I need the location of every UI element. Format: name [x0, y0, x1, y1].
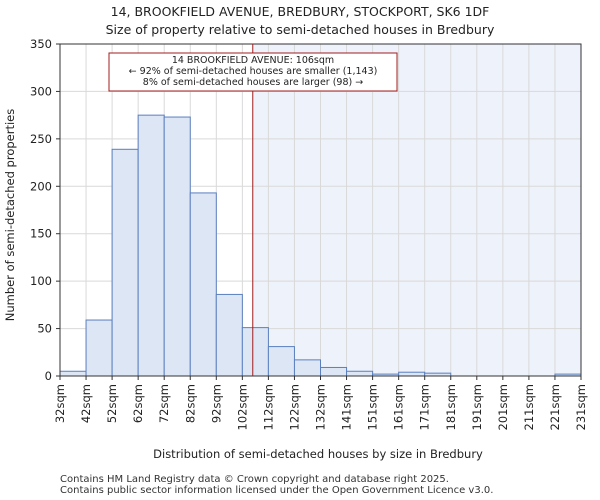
x-tick-label: 122sqm [287, 384, 301, 430]
histogram-bar [215, 293, 243, 377]
x-tick-label: 161sqm [392, 384, 406, 430]
larger-region-shade [252, 44, 581, 376]
histogram-bar [241, 327, 269, 377]
x-tick-label: 92sqm [209, 384, 223, 423]
x-axis-label: Distribution of semi-detached houses by … [153, 447, 483, 461]
x-tick-label: 132sqm [314, 384, 328, 430]
x-tick-label: 42sqm [79, 384, 93, 423]
y-tick-label: 350 [30, 37, 52, 51]
y-tick-label: 250 [30, 132, 52, 146]
y-axis-label: Number of semi-detached properties [3, 109, 17, 321]
histogram-bar [398, 371, 426, 377]
footer-line-2: Contains public sector information licen… [60, 485, 494, 496]
x-tick-label: 191sqm [470, 384, 484, 430]
x-tick-label: 171sqm [418, 384, 432, 430]
x-tick-label: 72sqm [157, 384, 171, 423]
x-tick-label: 231sqm [574, 384, 588, 430]
x-tick-label: 62sqm [131, 384, 145, 423]
histogram-bar [137, 114, 165, 377]
y-tick-label: 200 [30, 179, 52, 193]
annotation-box [108, 52, 398, 92]
x-tick-label: 211sqm [522, 384, 536, 430]
x-tick-label: 82sqm [183, 384, 197, 423]
histogram-bar [293, 359, 322, 377]
x-tick-label: 221sqm [548, 384, 562, 430]
y-tick-label: 50 [37, 322, 52, 336]
chart-subtitle: Size of property relative to semi-detach… [105, 22, 495, 37]
annotation-line-1: 14 BROOKFIELD AVENUE: 106sqm [172, 55, 334, 66]
x-tick-label: 32sqm [53, 384, 67, 423]
y-tick-label: 150 [30, 227, 52, 241]
annotation-line-3: 8% of semi-detached houses are larger (9… [143, 77, 363, 88]
y-tick-label: 100 [30, 274, 52, 288]
histogram-bar [267, 346, 295, 377]
histogram-bar [320, 366, 348, 377]
x-tick-label: 181sqm [444, 384, 458, 430]
histogram-bar [189, 192, 217, 377]
x-tick-label: 102sqm [235, 384, 249, 430]
histogram-bar [163, 116, 191, 377]
x-tick-label: 141sqm [340, 384, 354, 430]
y-tick-label: 0 [45, 369, 52, 383]
histogram-bar [111, 148, 139, 377]
y-tick-label: 300 [30, 84, 52, 98]
histogram-bar [85, 319, 113, 377]
histogram-bar [59, 370, 87, 377]
footer-line-1: Contains HM Land Registry data © Crown c… [60, 474, 449, 485]
annotation-line-2: ← 92% of semi-detached houses are smalle… [129, 66, 378, 77]
x-tick-label: 201sqm [496, 384, 510, 430]
histogram-bar [346, 370, 374, 377]
x-tick-label: 151sqm [366, 384, 380, 430]
x-tick-label: 112sqm [261, 384, 275, 430]
chart-title: 14, BROOKFIELD AVENUE, BREDBURY, STOCKPO… [110, 4, 490, 19]
x-tick-label: 52sqm [105, 384, 119, 423]
